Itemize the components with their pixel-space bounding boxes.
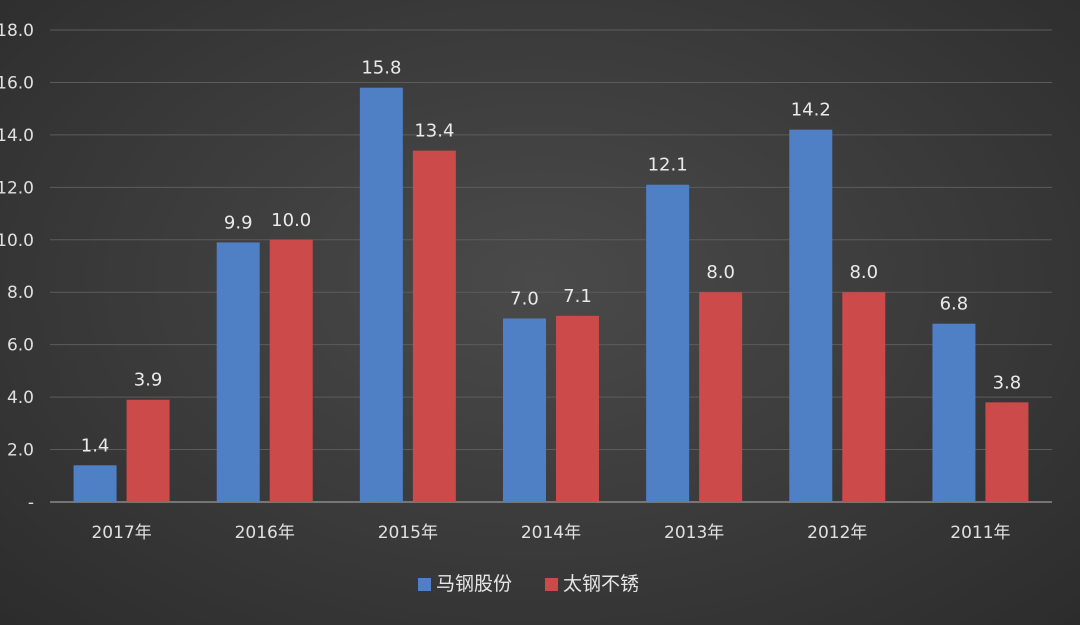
data-label: 3.9 — [134, 370, 163, 391]
y-tick-label: 6.0 — [7, 336, 34, 356]
legend-swatch — [545, 578, 558, 591]
y-tick-label: 4.0 — [7, 388, 34, 408]
x-tick-label: 2016年 — [235, 523, 295, 543]
data-label: 12.1 — [648, 155, 688, 176]
y-tick-label: 16.0 — [0, 73, 34, 93]
x-tick-label: 2011年 — [950, 523, 1010, 543]
bar-series-2 — [556, 315, 599, 502]
legend-label: 太钢不锈 — [563, 573, 639, 595]
data-label: 14.2 — [791, 100, 831, 121]
y-tick-label: - — [28, 493, 34, 513]
bar-series-2 — [269, 239, 313, 502]
bar-series-1 — [789, 129, 833, 502]
x-tick-label: 2013年 — [664, 523, 724, 543]
data-label: 8.0 — [706, 262, 735, 283]
y-tick-label: 14.0 — [0, 126, 34, 146]
y-tick-label: 18.0 — [0, 21, 34, 41]
x-tick-label: 2014年 — [521, 523, 581, 543]
x-tick-label: 2012年 — [807, 523, 867, 543]
y-tick-label: 8.0 — [7, 283, 34, 303]
data-label: 13.4 — [414, 121, 454, 142]
data-label: 7.1 — [563, 286, 592, 307]
x-tick-label: 2017年 — [91, 523, 151, 543]
y-tick-label: 12.0 — [0, 178, 34, 198]
data-label: 6.8 — [940, 294, 969, 315]
bar-series-1 — [932, 323, 976, 502]
y-tick-label: 2.0 — [7, 441, 34, 461]
data-label: 8.0 — [849, 262, 878, 283]
x-tick-label: 2015年 — [378, 523, 438, 543]
legend-swatch — [418, 578, 431, 591]
data-label: 7.0 — [510, 288, 539, 309]
x-axis-ticks: 2017年 2016年 2015年 2014年 2013年 2012年 2011年 — [91, 523, 1010, 543]
grid-layer — [50, 29, 1052, 503]
data-label: 1.4 — [81, 435, 110, 456]
bar-series-2 — [985, 402, 1029, 502]
bar-series-1 — [73, 465, 117, 502]
bars — [73, 87, 1029, 502]
bar-series-2 — [699, 292, 743, 502]
bar-series-2 — [412, 150, 456, 502]
y-axis-ticks: - 2.0 4.0 6.0 8.0 10.0 12.0 14.0 16.0 18.0 — [0, 21, 34, 513]
bar-series-1 — [503, 318, 546, 502]
bar-series-2 — [126, 399, 170, 502]
data-label: 15.8 — [361, 58, 401, 79]
data-label: 10.0 — [271, 210, 311, 231]
bar-series-1 — [216, 242, 260, 502]
bar-series-1 — [359, 87, 403, 502]
legend: 马钢股份 太钢不锈 — [418, 573, 639, 595]
legend-label: 马钢股份 — [436, 573, 512, 595]
data-labels: 1.4 3.9 9.9 10.0 15.8 13.4 7.0 7.1 12.1 8.0 14.2 8.… — [81, 58, 1021, 457]
y-tick-label: 10.0 — [0, 231, 34, 251]
data-label: 9.9 — [224, 212, 253, 233]
bar-series-2 — [842, 292, 886, 502]
bar-series-1 — [646, 184, 690, 502]
data-label: 3.8 — [993, 372, 1022, 393]
